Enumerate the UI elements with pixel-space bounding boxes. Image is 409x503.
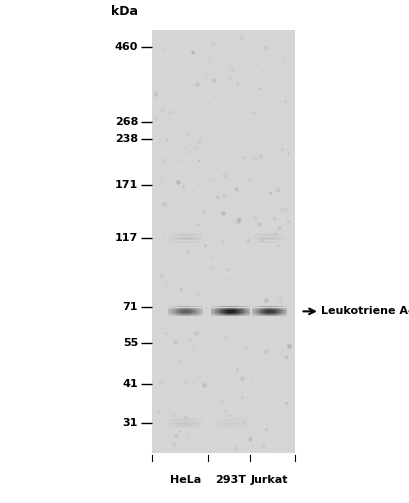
Bar xyxy=(151,30,294,453)
Text: 460: 460 xyxy=(115,42,138,52)
Text: HeLa: HeLa xyxy=(170,475,201,485)
Text: 268: 268 xyxy=(115,118,138,127)
Text: Leukotriene A4 Hydrolase: Leukotriene A4 Hydrolase xyxy=(320,306,409,316)
Text: 117: 117 xyxy=(115,233,138,243)
Text: 41: 41 xyxy=(122,379,138,389)
Text: Jurkat: Jurkat xyxy=(250,475,288,485)
Text: 293T: 293T xyxy=(215,475,246,485)
Text: 71: 71 xyxy=(122,302,138,312)
Text: kDa: kDa xyxy=(111,5,138,18)
Text: 238: 238 xyxy=(115,134,138,144)
Text: 55: 55 xyxy=(123,338,138,348)
Text: 31: 31 xyxy=(122,418,138,428)
Text: 171: 171 xyxy=(115,180,138,190)
